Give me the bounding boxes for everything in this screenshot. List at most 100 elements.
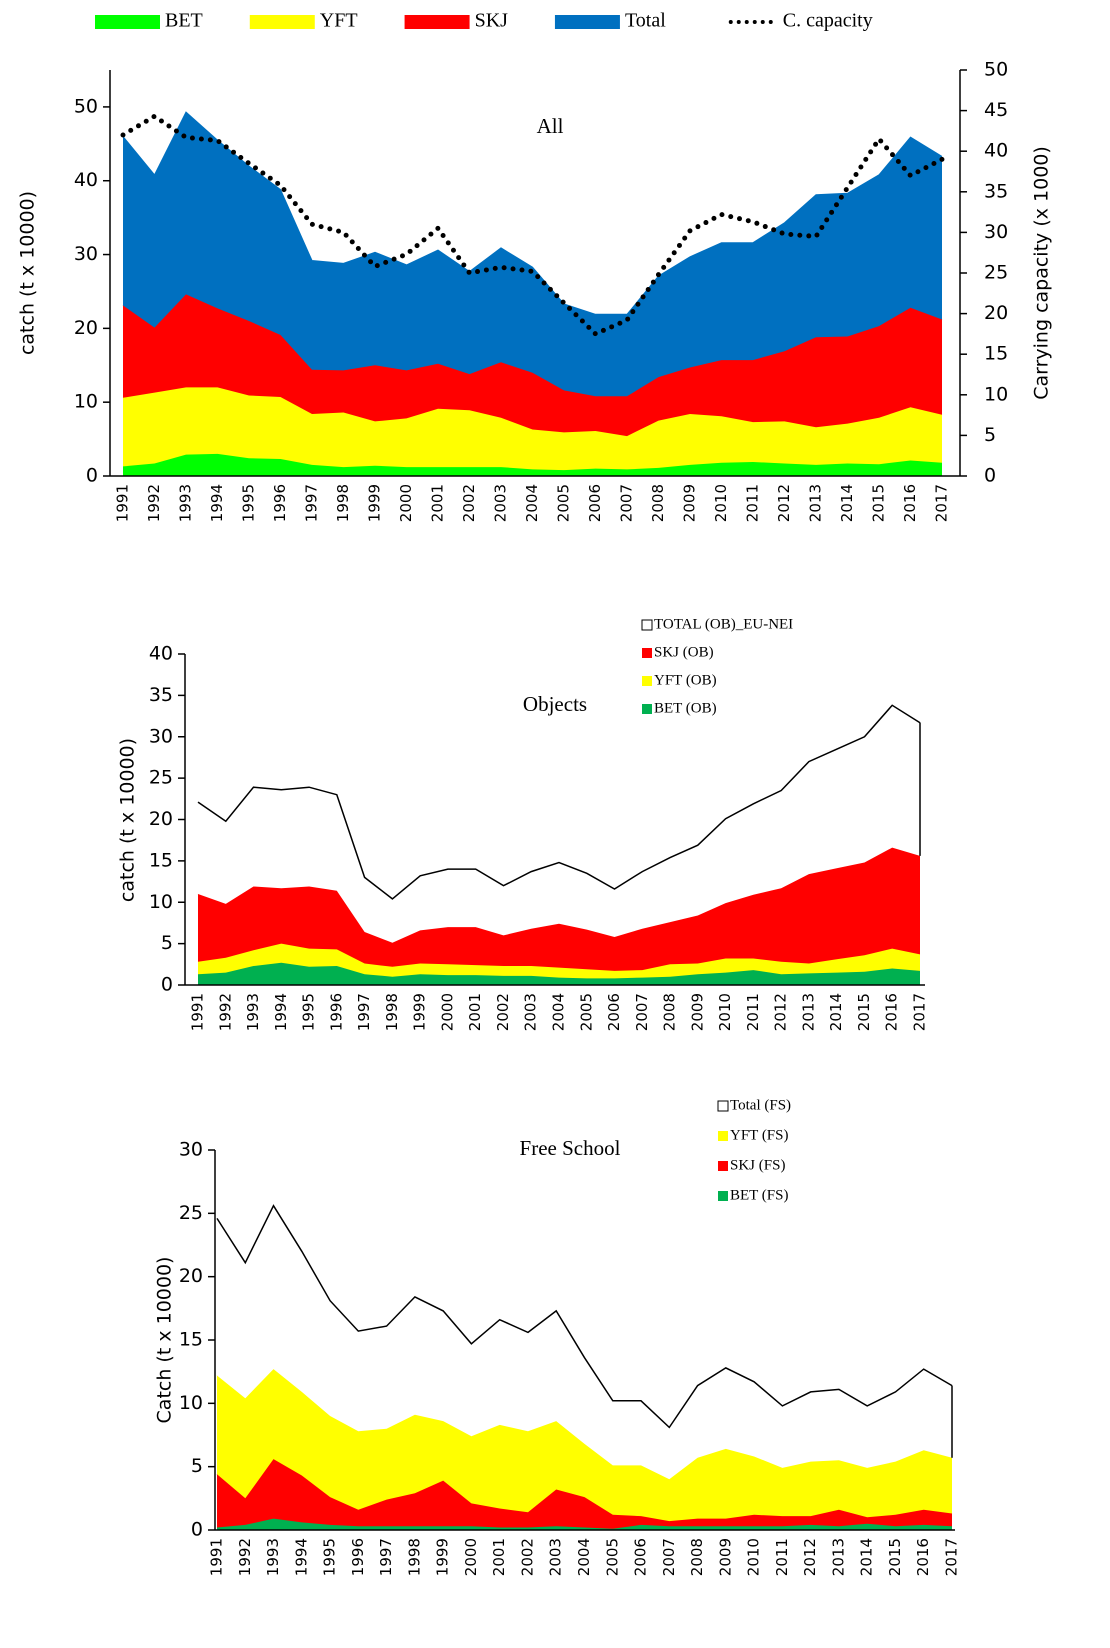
y-tick-label: 5 — [191, 1455, 203, 1477]
y-axis-label: catch (t x 10000) — [117, 738, 139, 902]
x-tick-label: 1998 — [383, 993, 401, 1031]
capacity-line — [120, 113, 945, 337]
legend-swatch — [95, 15, 160, 29]
x-tick-label: 2015 — [886, 1538, 904, 1576]
x-tick-label: 1993 — [264, 1538, 282, 1576]
area-fill — [123, 112, 942, 397]
x-tick-label: 2002 — [460, 484, 478, 522]
x-tick-label: 1997 — [355, 993, 373, 1031]
x-tick-label: 2003 — [522, 993, 540, 1031]
x-tick-label: 2012 — [801, 1538, 819, 1576]
x-tick-label: 2014 — [838, 484, 856, 522]
x-tick-label: 2016 — [914, 1538, 932, 1576]
x-tick-label: 2011 — [744, 484, 762, 522]
x-tick-label: 2008 — [661, 993, 679, 1031]
y-tick-label: 10 — [74, 391, 98, 413]
x-tick-label: 1995 — [300, 993, 318, 1031]
area-edge — [122, 111, 943, 315]
y-tick-label: 0 — [86, 465, 98, 487]
x-tick-label: 1997 — [303, 484, 321, 522]
x-tick-label: 2015 — [870, 484, 888, 522]
x-tick-label: 2012 — [772, 993, 790, 1031]
y-tick-label: 15 — [179, 1329, 203, 1351]
y2-tick-label: 30 — [984, 221, 1008, 243]
x-tick-label: 1991 — [189, 993, 207, 1031]
legend-label: YFT (OB) — [654, 672, 717, 688]
y-axis-label: Catch (t x 10000) — [154, 1257, 176, 1424]
x-tick-label: 2016 — [901, 484, 919, 522]
x-tick-label: 2009 — [688, 993, 706, 1031]
area-fill — [198, 847, 920, 971]
x-tick-label: 2001 — [490, 1538, 508, 1576]
x-tick-label: 2006 — [632, 1538, 650, 1576]
x-tick-label: 2006 — [605, 993, 623, 1031]
x-tick-label: 2013 — [799, 993, 817, 1031]
x-tick-label: 2009 — [681, 484, 699, 522]
x-tick-label: 2003 — [492, 484, 510, 522]
x-tick-label: 2006 — [586, 484, 604, 522]
x-tick-label: 1997 — [377, 1538, 395, 1576]
legend-swatch — [718, 1191, 728, 1201]
y-tick-label: 40 — [149, 643, 173, 665]
legend-label: YFT — [320, 10, 358, 32]
legend: BET YFT SKJ Total C. capacity — [95, 10, 873, 32]
legend-label: BET (FS) — [730, 1187, 788, 1203]
x-tick-label: 1994 — [272, 993, 290, 1031]
x-tick-label: 2011 — [773, 1538, 791, 1576]
x-tick-label: 2016 — [883, 993, 901, 1031]
x-tick-label: 2001 — [466, 993, 484, 1031]
area-fill — [217, 1518, 952, 1530]
y2-tick-label: 15 — [984, 343, 1008, 365]
area-edge — [216, 1204, 953, 1429]
x-tick-label: 2017 — [943, 1538, 961, 1576]
legend-swatch — [718, 1161, 728, 1171]
x-tick-label: 2010 — [712, 484, 730, 522]
y2-tick-label: 20 — [984, 302, 1008, 324]
x-tick-label: 2000 — [397, 484, 415, 522]
x-tick-label: 2008 — [649, 484, 667, 522]
chart-title: All — [537, 114, 564, 138]
y-tick-label: 35 — [149, 684, 173, 706]
area-fill — [123, 387, 942, 471]
x-tick-label: 2012 — [775, 484, 793, 522]
legend-swatch — [642, 648, 652, 658]
y-tick-label: 0 — [161, 974, 173, 996]
x-tick-label: 1999 — [411, 993, 429, 1031]
x-tick-label: 1992 — [216, 993, 234, 1031]
area-fill — [217, 1459, 952, 1529]
x-tick-label: 2014 — [827, 993, 845, 1031]
legend-swatch — [404, 15, 470, 29]
chart: 0 5 10 15 20 25 30 1991 1992 1993 1994 1995 1996 1997… — [154, 1097, 961, 1576]
legend-label: SKJ — [475, 10, 509, 32]
x-tick-label: 2002 — [518, 1538, 536, 1576]
x-tick-label: 1996 — [327, 993, 345, 1031]
y-tick-label: 50 — [74, 95, 98, 117]
x-tick-label: 2004 — [523, 484, 541, 522]
area-edge — [197, 704, 921, 900]
x-tick-label: 2009 — [716, 1538, 734, 1576]
chart-title: Objects — [523, 692, 587, 716]
y-tick-label: 10 — [149, 891, 173, 913]
x-tick-label: 1994 — [292, 1538, 310, 1576]
x-tick-label: 2017 — [911, 993, 929, 1031]
x-tick-label: 1992 — [145, 484, 163, 522]
x-tick-label: 1999 — [366, 484, 384, 522]
x-tick-label: 1996 — [271, 484, 289, 522]
x-tick-label: 1996 — [349, 1538, 367, 1576]
legend-label: SKJ (FS) — [730, 1157, 785, 1173]
x-tick-label: 1991 — [114, 484, 132, 522]
legend-swatch — [642, 704, 652, 714]
y2-tick-label: 25 — [984, 262, 1008, 284]
x-tick-label: 1993 — [177, 484, 195, 522]
y-tick-label: 25 — [149, 767, 173, 789]
legend-swatch — [249, 15, 315, 29]
x-tick-label: 1998 — [405, 1538, 423, 1576]
chart: 0 10 20 30 40 50 0 5 10 15 20 25 30 35 40 45 50 1991 1992 1… — [17, 10, 1053, 523]
y-axis-label: catch (t x 10000) — [17, 191, 39, 355]
legend-label: BET — [165, 10, 203, 32]
y2-tick-label: 35 — [984, 180, 1008, 202]
x-tick-label: 2004 — [550, 993, 568, 1031]
x-tick-label: 2015 — [855, 993, 873, 1031]
area-fill — [123, 453, 942, 476]
